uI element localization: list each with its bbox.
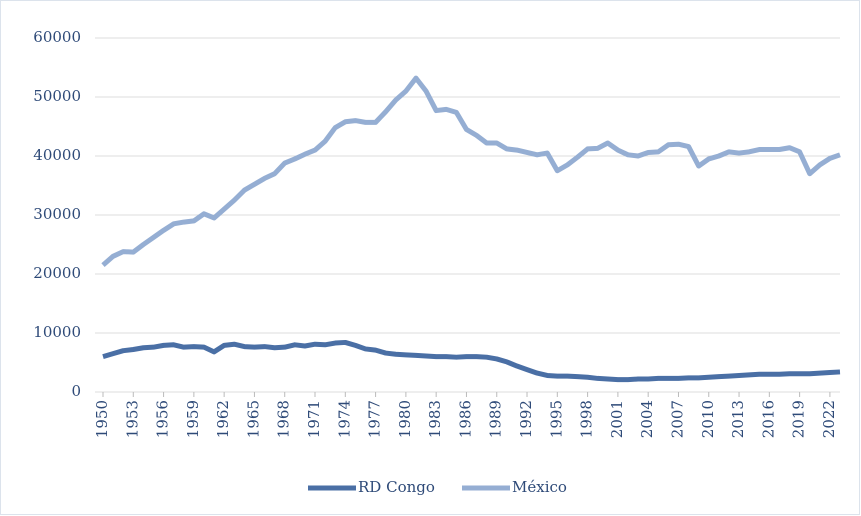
y-tick-label: 40000 xyxy=(33,146,81,164)
data-line xyxy=(101,75,841,268)
x-tick-label: 1992 xyxy=(517,400,535,438)
x-tick-label: 1995 xyxy=(547,400,565,438)
x-tick-label: 1971 xyxy=(305,400,323,438)
x-tick-label: 1968 xyxy=(275,400,293,438)
y-tick-label: 10000 xyxy=(33,323,81,341)
y-tick-label: 50000 xyxy=(33,87,81,105)
x-tick-label: 1956 xyxy=(154,400,172,438)
x-tick-label: 2016 xyxy=(759,400,777,438)
x-tick-label: 2013 xyxy=(729,400,747,438)
x-tick-label: 1959 xyxy=(184,400,202,438)
y-tick-label: 30000 xyxy=(33,205,81,223)
data-line xyxy=(102,339,841,383)
y-tick-label: 0 xyxy=(71,382,81,400)
x-tick-label: 1989 xyxy=(487,400,505,438)
x-tick-label: 2022 xyxy=(820,400,838,438)
x-tick-label: 2001 xyxy=(608,400,626,438)
y-tick-label: 60000 xyxy=(33,28,81,46)
legend-label: RD Congo xyxy=(358,478,435,496)
y-tick-label: 20000 xyxy=(33,264,81,282)
x-tick-label: 1998 xyxy=(578,400,596,438)
x-tick-label: 1974 xyxy=(335,400,353,438)
x-tick-label: 1977 xyxy=(366,400,384,438)
x-tick-label: 2010 xyxy=(699,400,717,438)
x-tick-label: 1953 xyxy=(123,400,141,438)
legend-label: México xyxy=(512,478,567,496)
x-tick-label: 1962 xyxy=(214,400,232,438)
x-tick-label: 1986 xyxy=(456,400,474,438)
x-tick-label: 1965 xyxy=(244,400,262,438)
x-tick-label: 1950 xyxy=(93,400,111,438)
x-tick-label: 1980 xyxy=(396,400,414,438)
x-tick-label: 2004 xyxy=(638,400,656,438)
x-tick-label: 2007 xyxy=(668,400,686,438)
x-tick-label: 1983 xyxy=(426,400,444,438)
x-tick-label: 2019 xyxy=(790,400,808,438)
